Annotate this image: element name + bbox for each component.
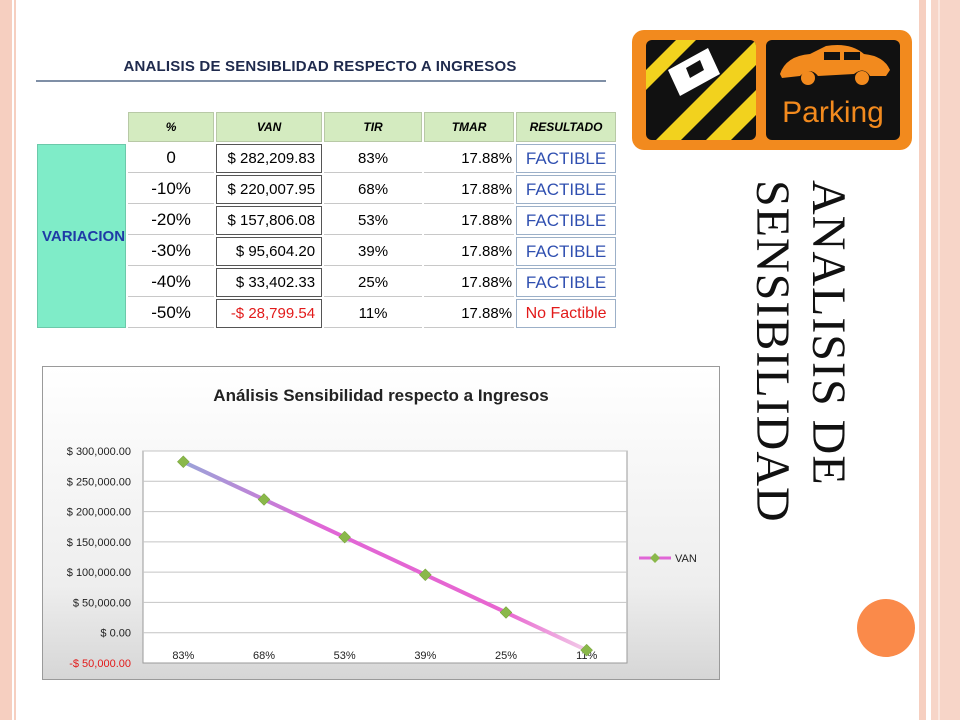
table-row: -50% -$ 28,799.54 11% 17.88% No Factible	[37, 299, 617, 328]
header-pct: %	[128, 112, 215, 142]
cell-resultado: FACTIBLE	[516, 268, 617, 297]
cell-tir: 39%	[324, 237, 423, 266]
cell-tmar: 17.88%	[424, 175, 515, 204]
header-tir: TIR	[324, 112, 423, 142]
series-line-van	[182, 459, 588, 652]
data-point	[338, 530, 352, 544]
table-row: -40% $ 33,402.33 25% 17.88% FACTIBLE	[37, 268, 617, 297]
x-tick-label: 53%	[334, 650, 356, 662]
slide-title-line1: ANALISIS DE	[802, 180, 855, 486]
cell-tmar: 17.88%	[424, 206, 515, 235]
slide-border-right-outer	[931, 0, 960, 720]
cell-tir: 68%	[324, 175, 423, 204]
cell-van: $ 33,402.33	[216, 268, 323, 297]
cell-tir: 25%	[324, 268, 423, 297]
table-title: ANALISIS DE SENSIBLIDAD RESPECTO A INGRE…	[123, 58, 517, 75]
slide-border-left-line	[14, 0, 16, 720]
cell-pct: -10%	[128, 175, 215, 204]
y-tick-label: $ 0.00	[100, 628, 131, 640]
data-point	[257, 493, 271, 506]
van-chart: $ 300,000.00 $ 250,000.00 $ 200,000.00 $ 15…	[42, 366, 720, 680]
x-tick-label: 83%	[172, 650, 194, 662]
slide-title: ANALISIS DE SENSIBILIDAD	[744, 180, 856, 560]
cell-van: $ 95,604.20	[216, 237, 323, 266]
cell-resultado: No Factible	[516, 299, 617, 328]
slide-border-right-line	[938, 0, 940, 720]
chart-legend: VAN	[639, 553, 697, 565]
cell-tir: 53%	[324, 206, 423, 235]
y-tick-label: $ 300,000.00	[67, 446, 131, 458]
cell-resultado: FACTIBLE	[516, 144, 617, 173]
barrier-icon	[646, 40, 756, 140]
y-tick-label: -$ 50,000.00	[69, 658, 131, 670]
y-tick-label: $ 50,000.00	[73, 597, 131, 609]
cell-pct: 0	[128, 144, 215, 173]
cell-tir: 83%	[324, 144, 423, 173]
cell-pct: -30%	[128, 237, 215, 266]
parking-logo: Parking	[632, 30, 912, 150]
cell-van: $ 220,007.95	[216, 175, 323, 204]
header-van: VAN	[216, 112, 323, 142]
table-title-rule	[36, 80, 606, 82]
cell-pct: -20%	[128, 206, 215, 235]
header-blank-cell	[37, 112, 126, 142]
chart-canvas: $ 300,000.00 $ 250,000.00 $ 200,000.00 $ 15…	[67, 386, 697, 670]
chart-title: Análisis Sensibilidad respecto a Ingreso…	[213, 386, 548, 405]
y-tick-label: $ 100,000.00	[67, 567, 131, 579]
data-point	[418, 568, 432, 582]
x-tick-label: 25%	[495, 650, 517, 662]
x-tick-label: 68%	[253, 650, 275, 662]
logo-text: Parking	[782, 96, 884, 129]
header-tmar: TMAR	[424, 112, 515, 142]
header-resultado: RESULTADO	[516, 112, 617, 142]
table-row: -30% $ 95,604.20 39% 17.88% FACTIBLE	[37, 237, 617, 266]
y-tick-label: $ 150,000.00	[67, 537, 131, 549]
slide-border-right-inner	[919, 0, 926, 720]
slide-title-line2: SENSIBILIDAD	[746, 180, 799, 523]
cell-van: $ 282,209.83	[216, 144, 323, 173]
cell-tmar: 17.88%	[424, 299, 515, 328]
car-icon	[766, 40, 900, 140]
legend-label: VAN	[675, 553, 697, 565]
cell-pct: -50%	[128, 299, 215, 328]
cell-resultado: FACTIBLE	[516, 206, 617, 235]
table-header-row: % VAN TIR TMAR RESULTADO	[37, 112, 617, 142]
cell-tmar: 17.88%	[424, 268, 515, 297]
sensitivity-table: % VAN TIR TMAR RESULTADO VARIACION 0 $ 2…	[35, 110, 618, 330]
data-point	[499, 606, 513, 619]
table-row: VARIACION 0 $ 282,209.83 83% 17.88% FACT…	[37, 144, 617, 328]
y-tick-label: $ 200,000.00	[67, 507, 131, 519]
cell-resultado: FACTIBLE	[516, 175, 617, 204]
cell-tmar: 17.88%	[424, 144, 515, 173]
cell-pct: -40%	[128, 268, 215, 297]
table-row: -10% $ 220,007.95 68% 17.88% FACTIBLE	[37, 175, 617, 204]
slide-border-left	[0, 0, 12, 720]
cell-tir: 11%	[324, 299, 423, 328]
cell-van: $ 157,806.08	[216, 206, 323, 235]
cell-resultado: FACTIBLE	[516, 237, 617, 266]
table-row: -20% $ 157,806.08 53% 17.88% FACTIBLE	[37, 206, 617, 235]
y-tick-label: $ 250,000.00	[67, 476, 131, 488]
data-point	[580, 643, 594, 657]
accent-circle	[857, 599, 915, 657]
legend-marker	[650, 553, 660, 563]
variacion-label: VARIACION	[37, 144, 127, 328]
cell-van: -$ 28,799.54	[216, 299, 323, 328]
data-point	[176, 455, 190, 469]
x-tick-label: 39%	[414, 650, 436, 662]
cell-tmar: 17.88%	[424, 237, 515, 266]
